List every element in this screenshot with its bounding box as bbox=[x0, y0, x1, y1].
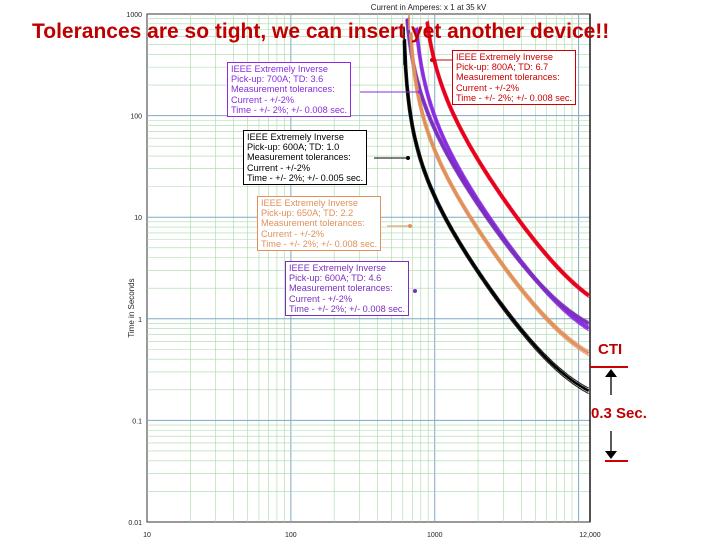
callout-line: Pick-up: 600A; TD: 1.0 bbox=[247, 142, 340, 153]
callout-line: IEEE Extremely Inverse bbox=[456, 52, 554, 62]
tolerance-curve bbox=[427, 20, 590, 295]
callout-leader-dot bbox=[406, 156, 410, 160]
y-tick-label: 0.1 bbox=[132, 418, 142, 425]
series-curve bbox=[403, 39, 590, 392]
series-group bbox=[402, 26, 590, 395]
callout-line: IEEE Extremely Inverse bbox=[261, 198, 359, 208]
callout-line: Pick-up: 700A; TD: 3.6 bbox=[231, 74, 324, 85]
tolerance-curve bbox=[425, 22, 590, 299]
y-tick-label: 1000 bbox=[126, 12, 142, 19]
callout-line: Pick-up: 600A; TD: 4.6 bbox=[289, 273, 382, 284]
callout-leader-dot bbox=[430, 58, 434, 62]
callout-leader-dot bbox=[418, 90, 422, 94]
callout-line: Time - +/- 2%; +/- 0.008 sec. bbox=[289, 303, 406, 314]
series-group bbox=[425, 20, 590, 299]
callout-line: IEEE Extremely Inverse bbox=[247, 132, 345, 142]
y-tick-label: 0.01 bbox=[128, 520, 142, 527]
callout-line: Time - +/- 2%; +/- 0.008 sec. bbox=[261, 238, 378, 249]
tcc-curves bbox=[402, 14, 590, 395]
tolerance-curve bbox=[407, 17, 589, 323]
x-tick-label: 1000 bbox=[427, 532, 443, 539]
chart-axes: 10 100 1000 12,000 0.01 0.1 1 10 100 1000 Current … bbox=[126, 3, 600, 539]
cti-margin-label: 0.3 Sec. bbox=[591, 405, 647, 422]
x-tick-label: 10 bbox=[143, 532, 151, 539]
callout-line: IEEE Extremely Inverse bbox=[231, 64, 329, 74]
series-curve bbox=[405, 18, 590, 325]
callout-relay-700a: IEEE Extremely Inverse Pick-up: 700A; TD:… bbox=[227, 62, 352, 118]
callout-line: Measurement tolerances: bbox=[289, 283, 393, 294]
callout-line: Current - +/-2% bbox=[289, 293, 353, 304]
callout-relay-650a: IEEE Extremely Inverse Pick-up: 650A; TD:… bbox=[257, 196, 382, 252]
x-axis-title: Current in Amperes: x 1 at 35 kV bbox=[371, 3, 487, 12]
series-curve bbox=[425, 21, 590, 297]
cti-markers bbox=[590, 366, 628, 462]
callout-line: IEEE Extremely Inverse bbox=[289, 263, 387, 273]
callout-line: Measurement tolerances: bbox=[231, 84, 335, 95]
tolerance-curve bbox=[411, 31, 589, 352]
tolerance-curve bbox=[405, 19, 589, 326]
callout-line: Current - +/-2% bbox=[261, 228, 325, 239]
tolerance-curve bbox=[405, 38, 589, 389]
callout-line: Time - +/- 2%; +/- 0.005 sec. bbox=[247, 172, 364, 183]
callout-line: Current - +/-2% bbox=[247, 162, 311, 173]
series-curve bbox=[409, 32, 590, 355]
series-group bbox=[408, 14, 590, 357]
callout-line: Time - +/- 2%; +/- 0.008 sec. bbox=[456, 92, 573, 103]
tolerance-curve bbox=[402, 40, 589, 395]
callout-line: Current - +/-2% bbox=[456, 82, 520, 93]
callout-line: Time - +/- 2%; +/- 0.008 sec. bbox=[231, 104, 348, 115]
y-tick-label: 100 bbox=[130, 114, 142, 121]
tolerance-curve bbox=[408, 33, 589, 357]
cti-arrow-up-head bbox=[605, 369, 617, 377]
callout-leaders bbox=[360, 58, 452, 293]
callout-line: Pick-up: 650A; TD: 2.2 bbox=[261, 208, 354, 219]
callout-leader-dot bbox=[408, 224, 412, 228]
series-group bbox=[405, 17, 590, 326]
cti-arrow-down-head bbox=[605, 451, 617, 459]
callout-line: Pick-up: 800A; TD: 6.7 bbox=[456, 62, 549, 73]
callout-line: Measurement tolerances: bbox=[247, 152, 351, 163]
callout-relay-600a-td1: IEEE Extremely Inverse Pick-up: 600A; TD:… bbox=[243, 130, 368, 186]
callout-line: Measurement tolerances: bbox=[261, 218, 365, 229]
y-axis-title: Time in Seconds bbox=[127, 278, 136, 337]
callout-line: Current - +/-2% bbox=[231, 94, 295, 105]
callout-line: Measurement tolerances: bbox=[456, 72, 560, 83]
y-tick-label: 10 bbox=[134, 215, 142, 222]
y-tick-label: 1 bbox=[138, 317, 142, 324]
cti-label: CTI bbox=[598, 341, 623, 358]
callout-leader-dot bbox=[413, 289, 417, 293]
callout-relay-800a: IEEE Extremely Inverse Pick-up: 800A; TD:… bbox=[452, 50, 577, 106]
x-tick-label: 100 bbox=[285, 532, 297, 539]
x-tick-label: 12,000 bbox=[579, 532, 601, 539]
slide-title: Tolerances are so tight, we can insert y… bbox=[32, 20, 610, 43]
callout-relay-600a-td46: IEEE Extremely Inverse Pick-up: 600A; TD:… bbox=[285, 261, 410, 317]
